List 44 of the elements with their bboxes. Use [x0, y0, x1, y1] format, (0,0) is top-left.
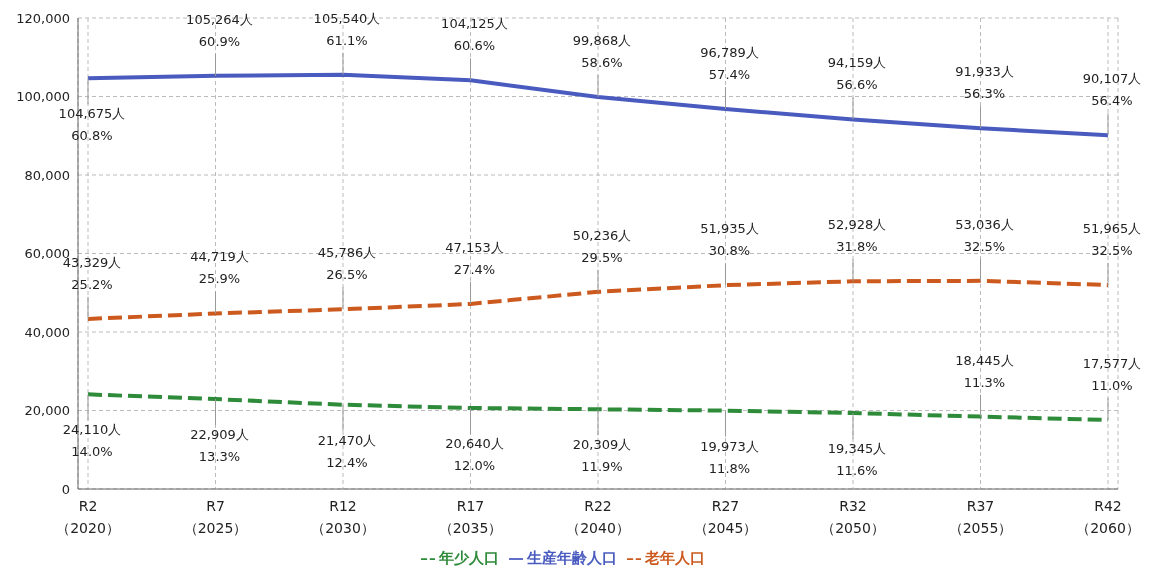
data-label: 90,107人 56.4% — [1082, 71, 1142, 109]
data-label: 22,909人 13.3% — [190, 427, 249, 465]
data-label: 47,153人 27.4% — [445, 239, 504, 277]
data-label: 51,935人 30.8% — [700, 221, 759, 259]
y-tick-label: 20,000 — [24, 403, 70, 419]
x-tick-label: R2 （2020） — [56, 498, 120, 536]
y-tick-label: 100,000 — [16, 89, 70, 105]
legend-label: 生産年齢人口 — [527, 549, 617, 567]
x-tick-label: R22 （2040） — [566, 498, 630, 536]
x-tick-label: R27 （2045） — [693, 498, 758, 536]
data-label: 17,577人 11.0% — [1082, 356, 1142, 394]
x-tick-label: R12 （2030） — [311, 498, 375, 536]
y-tick-label: 0 — [61, 481, 70, 497]
legend-label: 老年人口 — [645, 549, 705, 567]
data-label: 105,264人 60.9% — [186, 11, 253, 49]
y-tick-label: 80,000 — [24, 167, 70, 183]
y-tick-label: 40,000 — [24, 324, 70, 340]
data-label: 24,110人 14.0% — [62, 422, 122, 460]
data-label: 19,973人 11.8% — [700, 438, 759, 476]
x-tick-label: R37 （2055） — [948, 498, 1013, 536]
data-label: 96,789人 57.4% — [700, 45, 759, 83]
y-tick-label: 120,000 — [16, 10, 70, 26]
data-label: 52,928人 31.8% — [827, 217, 887, 255]
data-label: 20,640人 12.0% — [445, 435, 504, 473]
data-label: 44,719人 25.9% — [190, 249, 249, 287]
data-label: 104,675人 60.8% — [58, 106, 126, 144]
data-label: 105,540人 61.1% — [313, 10, 381, 48]
data-label: 45,786人 26.5% — [317, 245, 377, 283]
data-label: 53,036人 32.5% — [955, 216, 1014, 254]
x-tick-label: R7 （2025） — [183, 498, 248, 536]
data-label: 51,965人 32.5% — [1082, 221, 1142, 259]
x-tick-label: R17 （2035） — [438, 498, 503, 536]
x-tick-label: R32 （2050） — [821, 498, 885, 536]
data-label: 20,309人 11.9% — [572, 437, 632, 475]
data-label: 91,933人 56.3% — [955, 64, 1014, 102]
data-label: 50,236人 29.5% — [572, 227, 632, 265]
data-label: 18,445人 11.3% — [955, 352, 1014, 390]
x-tick-label: R42 （2060） — [1076, 498, 1140, 536]
data-label: 99,868人 58.6% — [572, 33, 632, 71]
data-label: 104,125人 60.6% — [441, 16, 508, 54]
data-label: 94,159人 56.6% — [827, 55, 887, 93]
data-label: 19,345人 11.6% — [827, 441, 887, 479]
legend-label: 年少人口 — [439, 549, 499, 567]
data-label: 21,470人 12.4% — [317, 432, 377, 470]
